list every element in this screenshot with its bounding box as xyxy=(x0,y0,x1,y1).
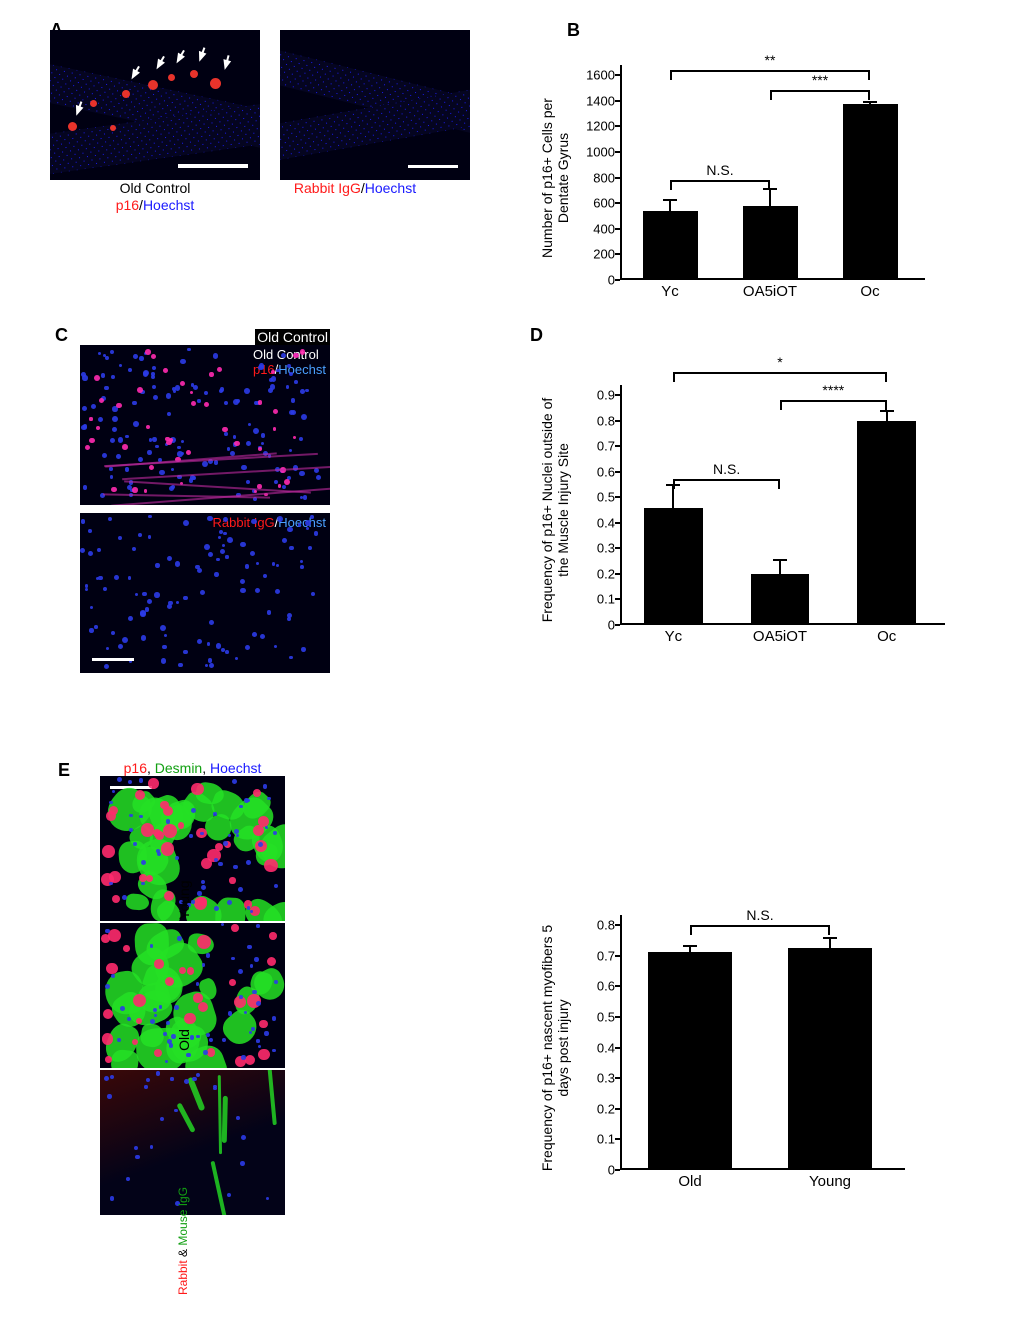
panel-f-chart: 00.10.20.30.40.50.60.70.8OldYoungN.S.Fre… xyxy=(565,880,905,1190)
e-h-desmin: Desmin xyxy=(155,760,202,776)
panel-c-image-bottom: Rabbit IgG/Hoechst xyxy=(80,513,330,673)
panel-e-rowlabel-old: Old xyxy=(176,1029,192,1051)
panel-d-chart: 00.10.20.30.40.50.60.70.80.9YcOA5iOTOcN.… xyxy=(565,340,945,645)
panel-b-chart: 02004006008001000120014001600YcOA5iOTOcN… xyxy=(565,30,925,300)
panel-a-image-right xyxy=(280,30,470,180)
panel-c-top-oc: Old Control xyxy=(255,329,330,345)
panel-e-header: p16, Desmin, Hoechst xyxy=(100,760,285,776)
panel-e-label: E xyxy=(58,760,70,781)
e-s2: , xyxy=(202,760,210,776)
e-h-hoechst: Hoechst xyxy=(210,760,261,776)
e-h-p16: p16 xyxy=(124,760,147,776)
panel-e: p16, Desmin, Hoechst Young Old Rabbit & … xyxy=(100,760,285,1217)
panel-a: Old Control p16/Hoechst Rabbit IgG/Hoech… xyxy=(50,30,470,214)
panel-a-right-igg: Rabbit IgG xyxy=(294,180,361,196)
panel-a-left-caption: Old Control p16/Hoechst xyxy=(50,180,260,214)
panel-c: Old Control Old Control p16/Hoechst Rabb… xyxy=(80,330,330,681)
panel-c-image-top: Old Control p16/Hoechst xyxy=(80,345,330,505)
panel-a-image-left xyxy=(50,30,260,180)
panel-e-image-igg xyxy=(100,1070,285,1215)
panel-a-right-caption: Rabbit IgG/Hoechst xyxy=(260,180,450,197)
panel-e-rowlabel-igg: Rabbit & Mouse IgG xyxy=(176,1145,190,1295)
panel-a-left-hoechst: Hoechst xyxy=(143,197,194,213)
panel-a-left-p16: p16 xyxy=(116,197,139,213)
panel-a-left-caption1: Old Control xyxy=(120,180,191,196)
panel-e-image-young xyxy=(100,776,285,921)
e-igg-r: Rabbit xyxy=(176,1260,190,1295)
e-igg-m: Mouse IgG xyxy=(176,1187,190,1246)
panel-a-right-hoechst: Hoechst xyxy=(365,180,416,196)
panel-e-rowlabel-young: Young xyxy=(176,880,192,919)
e-s1: , xyxy=(147,760,155,776)
panel-e-image-old xyxy=(100,923,285,1068)
panel-d-label: D xyxy=(530,325,543,346)
e-igg-amp: & xyxy=(176,1246,190,1261)
panel-c-label: C xyxy=(55,325,68,346)
